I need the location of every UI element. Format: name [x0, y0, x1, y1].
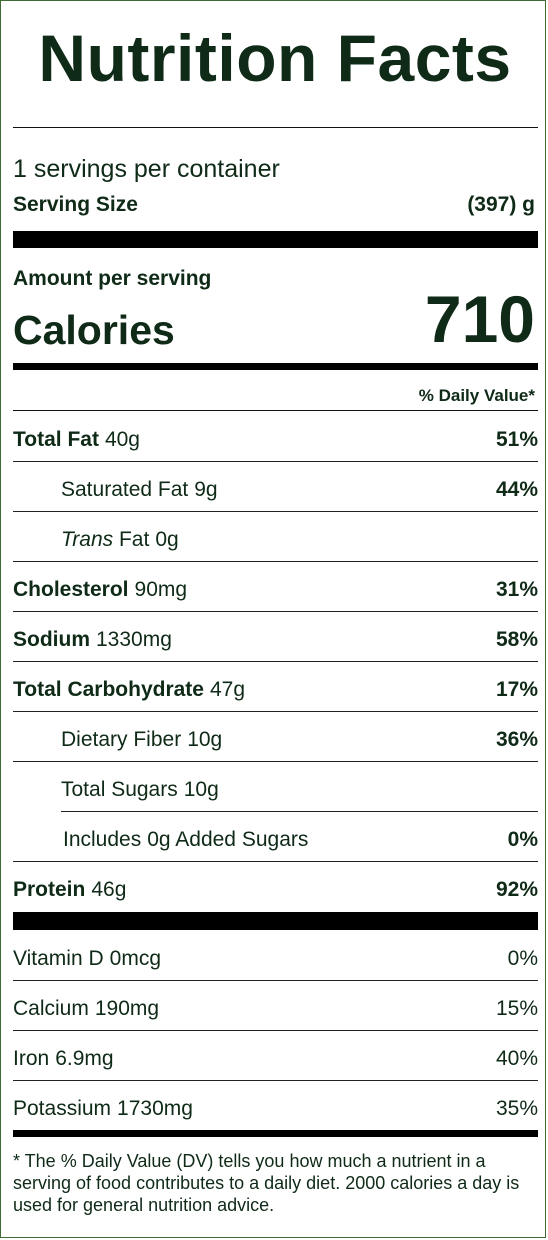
row-divider	[13, 611, 538, 612]
row-divider	[13, 461, 538, 462]
vitamin-daily-value: 15%	[495, 997, 538, 1020]
medium-divider	[13, 1130, 538, 1137]
nutrient-amount: 46g	[91, 878, 127, 901]
nutrient-row-protein: Protein 46g 92%	[13, 862, 538, 912]
nutrient-row-sodium: Sodium 1330mg 58%	[13, 612, 538, 662]
nutrient-label: Fat	[118, 528, 150, 551]
nutrient-row-total-carbohydrate: Total Carbohydrate 47g 17%	[13, 662, 538, 712]
row-divider	[13, 1030, 538, 1031]
vitamin-amount: 6.9mg	[55, 1047, 114, 1070]
nutrient-amount: 40g	[104, 428, 140, 451]
vitamin-amount: 0mcg	[109, 947, 162, 970]
nutrient-amount: 0g	[155, 528, 179, 551]
nutrient-row-added-sugars: Includes 0g Added Sugars 0%	[13, 812, 538, 862]
nutrient-daily-value: 0%	[507, 828, 538, 851]
nutrient-daily-value: 51%	[495, 428, 538, 451]
medium-divider	[13, 363, 538, 370]
calories-value: 710	[424, 282, 535, 356]
vitamin-daily-value: 35%	[495, 1097, 538, 1120]
label-title: Nutrition Facts	[38, 21, 512, 95]
serving-size-value: (397) g	[467, 193, 535, 216]
servings-per-container: 1 servings per container	[13, 155, 280, 183]
row-divider	[13, 561, 538, 562]
footnote: * The % Daily Value (DV) tells you how m…	[13, 1151, 520, 1215]
row-divider	[13, 861, 538, 862]
nutrient-daily-value: 92%	[495, 878, 538, 901]
nutrient-row-trans-fat: Trans Fat 0g	[13, 512, 538, 562]
nutrient-amount: 10g	[187, 728, 223, 751]
added-sugars-prefix: Includes	[63, 828, 142, 851]
vitamin-amount: 1730mg	[117, 1097, 193, 1120]
vitamin-label: Potassium	[13, 1097, 112, 1120]
nutrient-daily-value: 17%	[495, 678, 538, 701]
row-divider	[13, 980, 538, 981]
row-divider	[13, 1080, 538, 1081]
vitamin-row-vitamin-d: Vitamin D 0mcg 0%	[13, 931, 538, 981]
nutrient-label: Dietary Fiber	[61, 728, 182, 751]
divider	[13, 410, 538, 411]
thick-divider	[13, 912, 538, 930]
row-divider	[13, 711, 538, 712]
calories-label: Calories	[13, 307, 175, 353]
nutrient-daily-value: 36%	[495, 728, 538, 751]
vitamin-label: Vitamin D	[13, 947, 104, 970]
vitamin-daily-value: 40%	[495, 1047, 538, 1070]
nutrient-label: Saturated Fat	[61, 478, 189, 501]
nutrient-row-total-fat: Total Fat 40g 51%	[13, 412, 538, 462]
nutrient-row-saturated-fat: Saturated Fat 9g 44%	[13, 462, 538, 512]
nutrient-label: Protein	[13, 878, 86, 901]
vitamin-amount: 190mg	[94, 997, 160, 1020]
nutrient-label-italic: Trans	[61, 528, 114, 551]
nutrient-amount: 0g	[147, 828, 171, 851]
nutrient-label: Cholesterol	[13, 578, 129, 601]
nutrient-amount: 10g	[183, 778, 219, 801]
nutrient-row-dietary-fiber: Dietary Fiber 10g 36%	[13, 712, 538, 762]
row-divider	[13, 661, 538, 662]
row-divider	[13, 761, 538, 762]
vitamin-label: Iron	[13, 1047, 50, 1070]
row-divider	[13, 511, 538, 512]
row-divider	[61, 811, 538, 812]
nutrient-label: Total Sugars	[61, 778, 178, 801]
nutrient-daily-value: 58%	[495, 628, 538, 651]
nutrient-amount: 47g	[209, 678, 246, 701]
nutrient-label: Total Fat	[13, 428, 99, 451]
divider	[13, 127, 538, 128]
vitamin-label: Calcium	[13, 997, 89, 1020]
nutrient-label: Total Carbohydrate	[13, 678, 204, 701]
nutrient-daily-value: 31%	[495, 578, 538, 601]
vitamin-row-calcium: Calcium 190mg 15%	[13, 981, 538, 1031]
nutrient-amount: 90mg	[134, 578, 188, 601]
vitamin-row-potassium: Potassium 1730mg 35%	[13, 1081, 538, 1131]
nutrient-amount: 1330mg	[96, 628, 172, 651]
serving-size-label: Serving Size	[13, 193, 138, 216]
nutrient-row-cholesterol: Cholesterol 90mg 31%	[13, 562, 538, 612]
nutrient-label: Added Sugars	[175, 828, 309, 851]
amount-per-serving: Amount per serving	[13, 267, 212, 290]
vitamin-daily-value: 0%	[507, 947, 538, 970]
thick-divider	[13, 231, 538, 248]
nutrient-row-total-sugars: Total Sugars 10g	[13, 762, 538, 812]
nutrient-label: Sodium	[13, 628, 90, 651]
vitamin-row-iron: Iron 6.9mg 40%	[13, 1031, 538, 1081]
nutrient-daily-value: 44%	[495, 478, 538, 501]
nutrient-amount: 9g	[194, 478, 218, 501]
daily-value-header: % Daily Value*	[418, 386, 535, 405]
